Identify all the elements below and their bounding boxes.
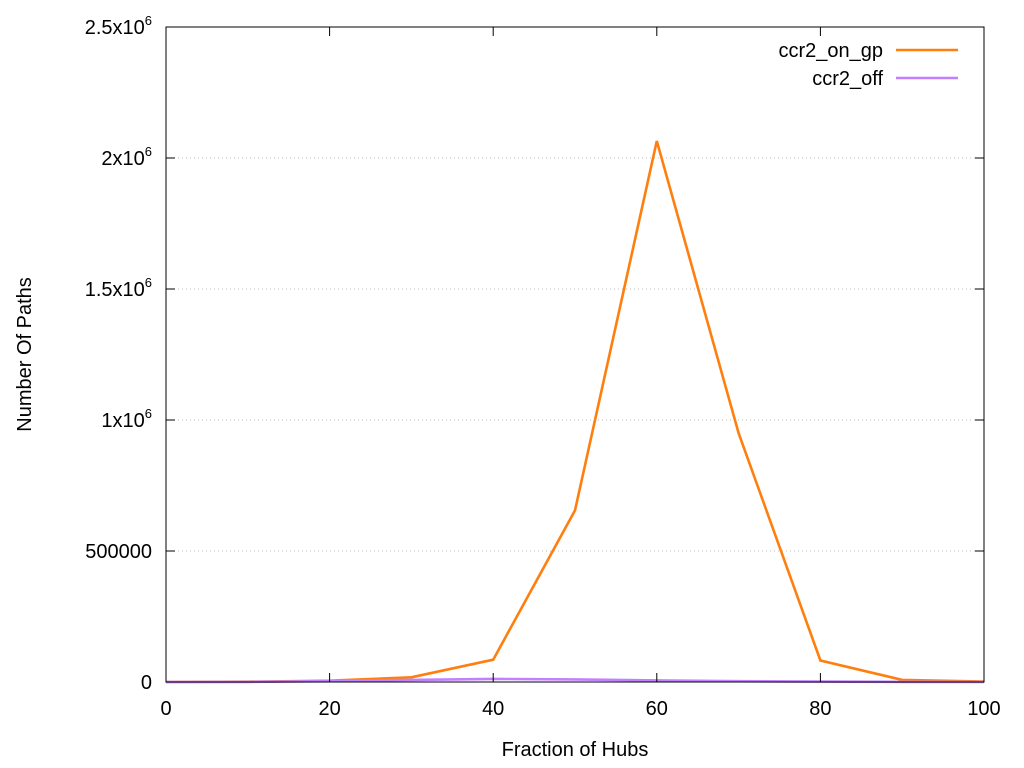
grid-lines (166, 157, 984, 552)
legend-label: ccr2_on_gp (778, 40, 883, 62)
series-line-ccr2_on_gp (165, 140, 985, 684)
y-tick-label: 1.5x106 (85, 275, 152, 301)
x-axis-label: Fraction of Hubs (502, 739, 649, 761)
y-axis-label: Number Of Paths (14, 277, 36, 432)
y-tick-label: 0 (141, 672, 152, 694)
legend-label: ccr2_off (812, 68, 883, 90)
x-tick-label: 20 (318, 698, 340, 720)
x-tick-label: 0 (160, 698, 171, 720)
x-tick-label: 40 (482, 698, 504, 720)
y-tick-label: 2x106 (101, 144, 152, 170)
y-tick-labels: 0 500000 1x106 1.5x106 2x106 2.5x106 (85, 13, 152, 694)
x-tick-label: 100 (967, 698, 1000, 720)
x-tick-label: 60 (646, 698, 668, 720)
legend: ccr2_on_gp ccr2_off (778, 40, 958, 90)
y-tick-label: 1x106 (101, 406, 152, 432)
series-lines (165, 140, 985, 684)
y-tick-label: 500000 (85, 541, 152, 563)
plot-frame (165, 26, 985, 683)
axis-ticks (165, 26, 985, 683)
x-tick-label: 80 (809, 698, 831, 720)
y-tick-label: 2.5x106 (85, 13, 152, 39)
x-tick-labels: 0 20 40 60 80 100 (160, 698, 1000, 720)
